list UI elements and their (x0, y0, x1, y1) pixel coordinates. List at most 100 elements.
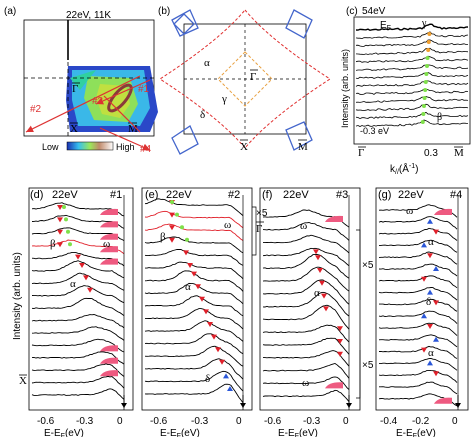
omega-fill (434, 397, 452, 404)
edc-green-marker (68, 242, 72, 247)
mdc-curve (355, 47, 469, 55)
edc-green-marker (185, 237, 189, 242)
edc-curve (31, 251, 125, 267)
mdc-marker (420, 120, 425, 124)
edc-curve (144, 358, 244, 380)
mdc-curve (355, 80, 469, 87)
edc-marker (421, 347, 427, 353)
cut-1-arrow (95, 79, 151, 105)
edc-marker (427, 289, 433, 295)
panel-f-label: (f) (262, 189, 272, 201)
panel-g-alpha-top: α (428, 236, 434, 248)
pt-m-a: M (128, 123, 138, 135)
edc-curve (31, 260, 125, 279)
edc-curve (262, 389, 350, 402)
edc-curve (144, 333, 244, 355)
panel-f: (f) 22eV #3 ω ω α ×5 ×5 -0.6 -0.3 0 E-EF… (259, 187, 374, 437)
edc-curve (31, 338, 125, 353)
omega-fill (100, 370, 118, 377)
omega-fill (100, 208, 118, 215)
cut-4-arrow (99, 127, 151, 151)
mdc-marker (425, 64, 429, 68)
mdc-curve (355, 103, 469, 111)
edc-curve (31, 375, 125, 389)
edc-marker (199, 296, 205, 302)
panel-e-xlabel: E-EF(eV) (160, 428, 200, 437)
edc-marker (57, 229, 63, 235)
bz-gamma-band: γ (221, 93, 227, 105)
panel-c: (c) 54eV EF γ β -0.3 eV Intensity (arb. … (340, 6, 471, 176)
edc-marker (183, 250, 189, 256)
mdc-marker (425, 56, 430, 60)
edc-curves-f (262, 209, 350, 402)
bz-alpha: α (204, 57, 210, 69)
edc-marker (83, 275, 89, 281)
edc-curve (262, 222, 350, 241)
edc-marker (191, 271, 197, 277)
pocket-blue-tl2 (171, 9, 199, 37)
bz-delta: δ (200, 109, 205, 121)
mdc-curve (355, 55, 469, 63)
panel-a-label: (a) (4, 6, 16, 17)
panel-f-mult1: ×5 (362, 260, 374, 271)
edc-curve (262, 266, 350, 292)
cut-3-label: #3 (92, 96, 104, 107)
panel-c-ef: EF (380, 20, 391, 32)
cut-4-label: #4 (140, 144, 152, 155)
mdc-curve (355, 64, 469, 71)
edc-marker (337, 339, 343, 344)
edc-marker (207, 322, 213, 327)
mdc-curve (355, 95, 469, 103)
panel-c-tick-g: Γ (358, 147, 364, 159)
edc-marker (169, 237, 175, 243)
panel-c-tick-m: M (454, 147, 464, 159)
panel-e-delta: δ (205, 373, 210, 385)
panel-e-tick-2: 0 (236, 416, 242, 427)
panel-c-xlabel: k//(Å-1) (390, 162, 418, 176)
panel-d-tick-1: -0.3 (76, 416, 94, 427)
edc-green-marker (64, 217, 68, 222)
omega-fill (434, 208, 452, 215)
panel-b: (b) α γ δ Γ X M (158, 6, 331, 155)
edc-curve (31, 214, 125, 229)
panel-e-label: (e) (145, 189, 158, 201)
omega-fill (100, 345, 118, 352)
edc-curve (144, 295, 244, 317)
mdc-marker (422, 96, 427, 100)
pt-x-a: X (70, 123, 78, 135)
edc-marker (317, 268, 323, 273)
edc-curve (378, 369, 458, 383)
edc-marker (169, 212, 175, 218)
edc-curve (378, 275, 458, 289)
panel-g-cut: #4 (450, 189, 462, 201)
edc-marker (79, 263, 85, 268)
panel-g: (g) 22eV #4 ω α δ α -0.4 -0.2 0 E-EF(eV) (375, 187, 469, 437)
pt-gamma-a: Γ (72, 83, 78, 95)
edc-curve (263, 234, 350, 254)
cut-2-label: #2 (30, 104, 42, 115)
edc-curve (379, 298, 458, 312)
mdc-marker (426, 40, 431, 44)
edc-marker (421, 313, 427, 319)
edc-marker (57, 242, 63, 248)
edc-marker (57, 205, 63, 210)
mdc-marker (427, 32, 432, 36)
edc-curve (379, 357, 458, 371)
edc-marker (219, 359, 225, 365)
panel-g-tick-2: 0 (452, 416, 458, 427)
panel-g-label: (g) (378, 189, 391, 201)
mdc-marker (422, 104, 426, 108)
panel-c-frame (353, 16, 471, 145)
panel-a: (a) 22eV, 11K Γ X M #2 #3 #1 #4 Low (4, 6, 158, 155)
mdc-curve (355, 72, 469, 80)
panel-a-title: 22eV, 11K (66, 10, 111, 21)
edc-curves-d (31, 202, 125, 400)
edc-curve (31, 314, 125, 329)
edc-curve (144, 249, 244, 266)
cut-2-arrow (25, 75, 141, 133)
panel-c-label: (c) (346, 6, 358, 17)
edc-curve (144, 370, 244, 392)
panel-g-alpha-bot: α (428, 347, 434, 359)
edc-marker (433, 371, 439, 377)
bz-x-pt: X (240, 141, 248, 153)
